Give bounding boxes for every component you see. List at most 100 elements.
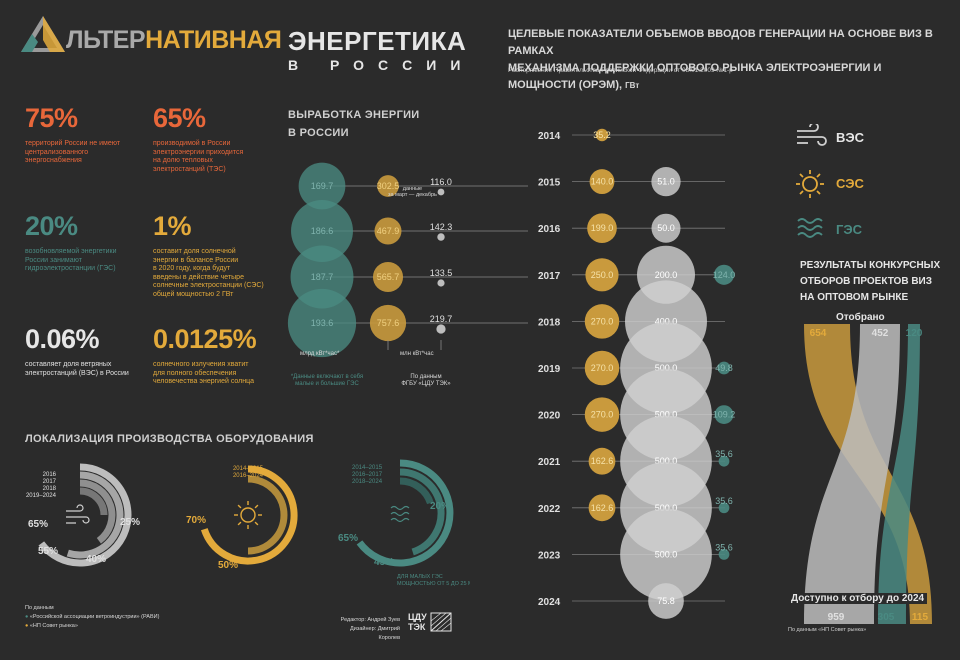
hydro-value: 187.7: [311, 272, 334, 282]
solar-value: 270.0: [591, 410, 614, 420]
stat-value: 0.06%: [25, 324, 100, 354]
wind-value: 116.0: [430, 177, 452, 187]
stat-value: 20%: [25, 211, 78, 241]
sun-ray: [254, 521, 259, 526]
targets-title-line1: ЦЕЛЕВЫЕ ПОКАЗАТЕЛИ ОБЪЕМОВ ВВОДОВ ГЕНЕРА…: [508, 28, 933, 57]
wind-value: 400.0: [655, 316, 678, 326]
production-footnote-line2: малые и большие ГЭС: [295, 381, 359, 387]
year-label: 2018: [538, 317, 561, 328]
solar-bubble: [584, 304, 620, 339]
stat-description-line: введены в действие четыре: [153, 273, 244, 281]
waves-icon: [390, 505, 410, 511]
year-label: 2022: [538, 504, 561, 515]
wind-value: 51.0: [657, 177, 675, 187]
wind-year-label: 2019–2024: [26, 493, 57, 499]
sun-icon: [796, 170, 824, 198]
solar-year-label: 2014–2015: [233, 466, 264, 472]
targets-title: ЦЕЛЕВЫЕ ПОКАЗАТЕЛИ ОБЪЕМОВ ВВОДОВ ГЕНЕРА…: [508, 26, 948, 94]
hydro-value: 124.0: [713, 270, 736, 280]
wind-icon: [66, 504, 90, 524]
solar-value: 757.6: [377, 318, 400, 328]
production-source: По данным ФГБУ «ЦДУ ТЭК»: [396, 374, 456, 388]
hydro-bubble: [718, 455, 730, 467]
wind-year-label: 2017: [43, 479, 57, 485]
stat-description-line: солнечные электростанции (СЭС): [153, 282, 264, 290]
solar-bubble: [595, 128, 609, 142]
wind-icon: [797, 124, 827, 146]
footer-logo-line1: ЦДУ: [408, 612, 427, 622]
footer-credits: Редактор: Андрей Зуев Дизайнер: Дмитрий …: [340, 616, 400, 643]
wind-pct-label: 25%: [120, 517, 140, 528]
production-footnote-line1: *Данные включают в себя: [290, 374, 364, 380]
logo-triangle-icon: [21, 16, 65, 52]
auction-available-value: 305: [878, 612, 895, 623]
production-unit-big: млрд кВт*час*: [300, 351, 340, 357]
footer-source1: «Российской ассоциации ветроиндустрии» (…: [29, 614, 160, 620]
hydro-pct-label: 45%: [374, 557, 394, 568]
production-unit-small: млн кВт*час: [400, 351, 434, 357]
stat-block: 1% составит доля солнечной энергии в балан…: [153, 212, 264, 300]
stat-block: 0.0125% солнечного излучения хватит для по…: [153, 324, 257, 387]
hydro-localization-arc: [399, 468, 445, 556]
targets-title-line2: МЕХАНИЗМА ПОДДЕРЖКИ ОПТОВОГО РЫНКА ЭЛЕКТ…: [508, 62, 882, 91]
solar-value: 467.9: [377, 226, 400, 236]
hydro-note-line: ДЛЯ МАЛЫХ ГЭС: [397, 574, 443, 580]
hydro-bubble: [291, 200, 353, 262]
hydro-year-label: 2014–2015: [352, 465, 383, 471]
stat-description-line: производимой в России: [153, 140, 231, 147]
stat-description-line: территорий России не имеют: [25, 140, 121, 147]
footer-logo: ЦДУ ТЭК: [408, 612, 427, 632]
auction-selected-value: 120: [906, 328, 923, 339]
year-label: 2023: [538, 550, 561, 561]
stat-description: производимой в России электроэнергии прих…: [153, 140, 243, 174]
waves-icon: [390, 517, 410, 523]
wind-pct-label: 65%: [28, 519, 48, 530]
stat-description-line: возобновляемой энергетики: [25, 248, 117, 255]
hydro-bubble: [717, 361, 731, 375]
stat-value: 75%: [25, 103, 78, 133]
sun-ray: [237, 521, 242, 526]
wind-value: 75.8: [657, 596, 675, 606]
stat-block: 0.06% составляет доля ветряных электростан…: [25, 325, 129, 378]
logo-text-part1: ЛЬТЕР: [66, 26, 146, 54]
footer-sources-label: По данным: [25, 605, 54, 611]
wind-bubble: [651, 166, 681, 197]
auction-source: По данным «НП Совет рынка»: [788, 627, 867, 633]
wind-bubble: [436, 324, 446, 334]
hydro-value: 35.6: [715, 542, 733, 552]
production-source-line1: По данным: [410, 374, 442, 380]
hydro-bubble: [718, 549, 730, 560]
wind-bubble: [620, 508, 712, 601]
logo-text: ЛЬТЕРНАТИВНАЯ: [66, 26, 282, 55]
wind-value: 50.0: [657, 223, 675, 233]
production-source-line2: ФГБУ «ЦДУ ТЭК»: [401, 381, 451, 387]
hydro-note-line: МОЩНОСТЬЮ ОТ 5 ДО 25 МВт: [397, 581, 470, 587]
stat-description-line: энергии в балансе России: [153, 256, 239, 264]
footer-designer: Дизайнер: Дмитрий Королев: [350, 626, 400, 641]
wind-year-label: 2018: [43, 486, 57, 492]
wind-value: 500.0: [655, 410, 678, 420]
wind-localization-arc: [66, 471, 124, 559]
stat-description: территорий России не имеют централизованн…: [25, 140, 120, 166]
production-footnote: *Данные включают в себя малые и большие …: [282, 374, 372, 388]
year-label: 2024: [538, 597, 561, 608]
solar-bubble: [369, 304, 407, 342]
wind-pct-label: 55%: [38, 546, 58, 557]
solar-bubble: [588, 447, 616, 475]
wind-value: 500.0: [655, 363, 678, 373]
legend-hydro-label: ГЭС: [836, 222, 863, 237]
localization-title: ЛОКАЛИЗАЦИЯ ПРОИЗВОДСТВА ОБОРУДОВАНИЯ: [25, 433, 314, 445]
wind-value: 200.0: [655, 270, 678, 280]
stat-block: 65% производимой в России электроэнергии п…: [153, 104, 243, 174]
stat-description-line: энергоснабжения: [25, 157, 82, 165]
solar-bubble: [584, 397, 620, 432]
wind-value: 500.0: [655, 503, 678, 513]
solar-value: 162.6: [591, 456, 614, 466]
targets-subtitle: Распоряжение Правительства Российской Фе…: [508, 67, 733, 74]
hydro-localization-arc: [356, 459, 454, 567]
stat-description-line: централизованного: [25, 148, 89, 156]
sun-icon: [240, 507, 256, 523]
wind-value: 500.0: [655, 456, 678, 466]
stat-value: 0.0125%: [153, 324, 257, 354]
